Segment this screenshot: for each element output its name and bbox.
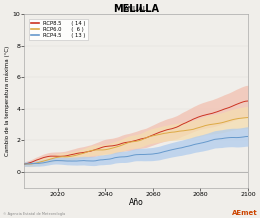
Title: MELILLA: MELILLA xyxy=(113,4,159,14)
Y-axis label: Cambio de la temperatura máxima (°C): Cambio de la temperatura máxima (°C) xyxy=(4,46,10,156)
Text: AEmet: AEmet xyxy=(232,210,257,216)
Legend: RCP8.5      ( 14 ), RCP6.0      (  6 ), RCP4.5      ( 13 ): RCP8.5 ( 14 ), RCP6.0 ( 6 ), RCP4.5 ( 13… xyxy=(29,19,88,40)
X-axis label: Año: Año xyxy=(129,198,144,207)
Text: © Agencia Estatal de Meteorología: © Agencia Estatal de Meteorología xyxy=(3,212,65,216)
Text: ANUAL: ANUAL xyxy=(124,6,148,12)
